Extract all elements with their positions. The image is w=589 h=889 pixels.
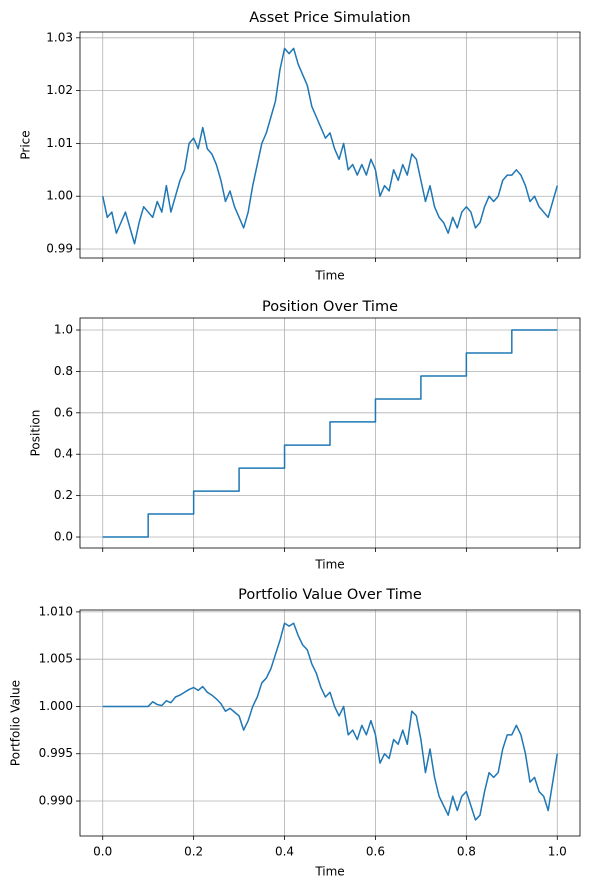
y-tick-label: 0.2 [54,488,73,502]
y-tick-label: 0.990 [39,794,73,808]
plot-frame [79,317,581,549]
plot-frame [79,609,581,837]
y-tick-label: 1.0 [54,323,73,337]
chart-title: Asset Price Simulation [249,10,410,26]
x-tick-label: 1.0 [548,845,567,859]
series-line [102,622,559,821]
y-axis-label: Portfolio Value [9,680,23,766]
x-tick-label: 0.4 [275,845,294,859]
y-tick-label: 1.005 [39,652,73,666]
y-axis-label: Price [19,130,33,159]
chart-title: Position Over Time [262,299,398,315]
x-tick-label: 0.2 [184,845,203,859]
y-axis-label: Position [29,410,43,457]
series-line [101,47,558,245]
y-tick-label: 1.010 [39,604,73,618]
chart-title: Portfolio Value Over Time [238,587,422,603]
y-tick-label: 0.0 [54,530,73,544]
x-tick-label: 0.0 [93,845,112,859]
y-tick-label: 1.000 [39,699,73,713]
plot-frame [79,31,581,259]
y-tick-label: 0.4 [54,447,73,461]
x-axis-label: Time [314,865,344,879]
series-line [102,329,558,538]
y-tick-label: 0.995 [39,746,73,760]
y-tick-label: 0.8 [54,364,73,378]
x-tick-label: 0.8 [457,845,476,859]
x-axis-label: Time [314,269,344,283]
y-tick-label: 1.02 [46,83,73,97]
y-tick-label: 1.00 [46,189,73,203]
y-tick-label: 0.6 [54,405,73,419]
y-tick-label: 0.99 [46,242,73,256]
x-tick-label: 0.6 [366,845,385,859]
x-axis-label: Time [314,558,344,572]
y-tick-label: 1.01 [46,136,73,150]
y-tick-label: 1.03 [46,30,73,44]
